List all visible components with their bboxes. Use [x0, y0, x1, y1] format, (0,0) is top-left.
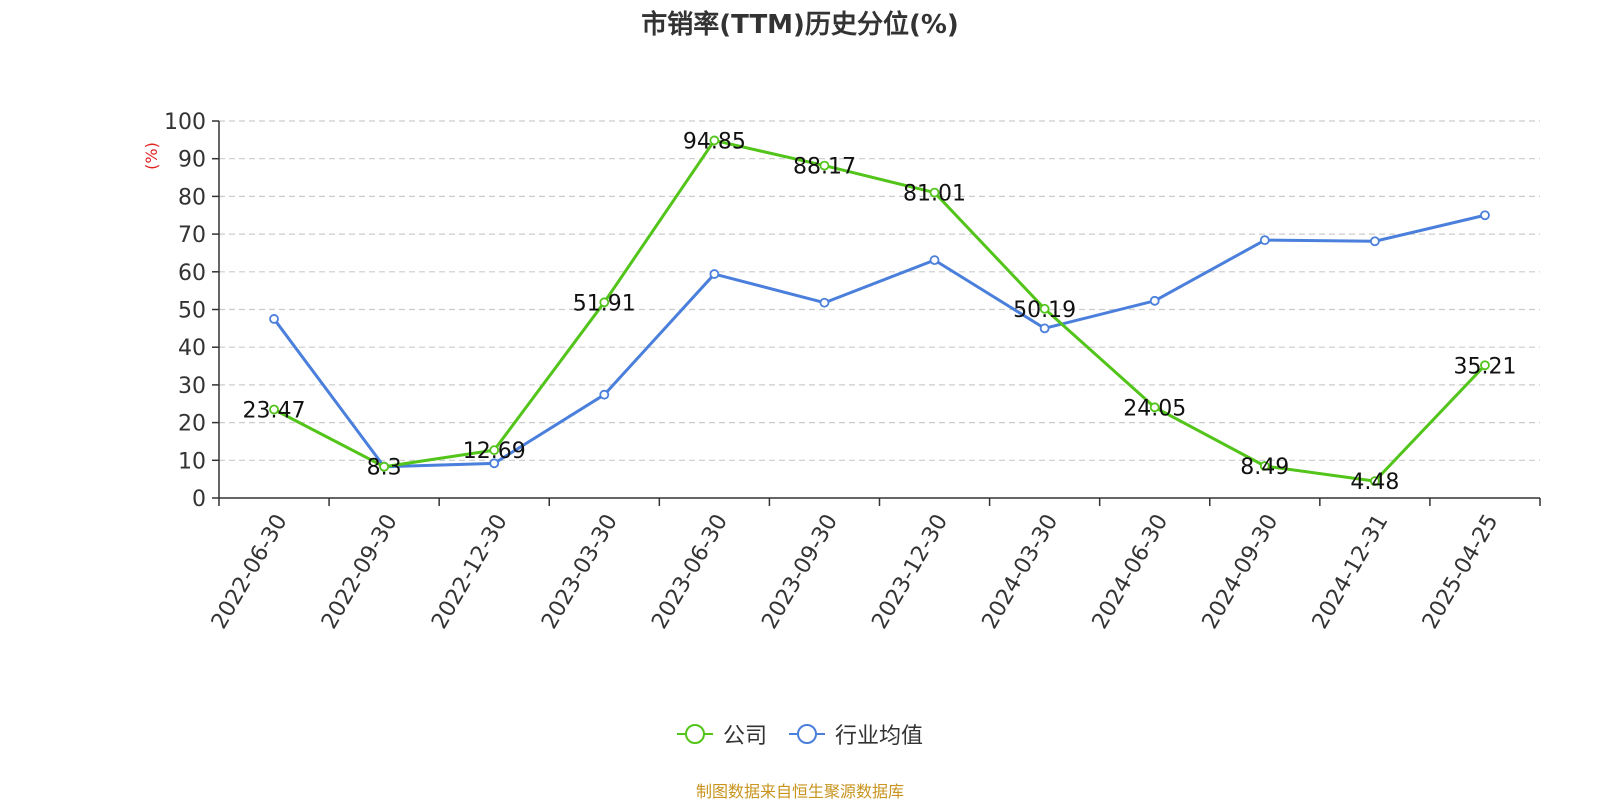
- data-label: 12.69: [463, 439, 526, 464]
- legend: 公司 行业均值: [0, 718, 1600, 750]
- y-tick-label: 30: [178, 374, 206, 399]
- x-tick-label: 2024-12-31: [1308, 510, 1394, 633]
- data-point-1: [929, 255, 940, 266]
- y-tick-label: 60: [178, 261, 206, 286]
- data-label: 8.49: [1240, 455, 1289, 480]
- grid-layer: [219, 120, 1540, 461]
- data-point-1: [1259, 235, 1270, 246]
- data-label: 23.47: [243, 399, 306, 424]
- label-layer: 23.47 8.3 12.69 51.91 94.85 88.17 81.01 50.19 24…: [243, 129, 1517, 495]
- x-tick-label: 2022-09-30: [317, 510, 403, 633]
- source-note: 制图数据来自恒生聚源数据库: [695, 782, 904, 801]
- data-point-0: [1039, 303, 1050, 314]
- series-line-1: [272, 213, 1486, 469]
- data-label: 94.85: [683, 129, 746, 154]
- x-tick-label: 2023-09-30: [757, 510, 843, 633]
- x-tick-label: 2023-12-30: [867, 510, 953, 633]
- data-label: 24.05: [1123, 396, 1186, 421]
- data-point-0: [709, 135, 720, 146]
- data-label: 50.19: [1013, 298, 1076, 323]
- y-tick-label: 20: [178, 412, 206, 437]
- x-tick-label: 2023-03-30: [537, 510, 623, 633]
- y-tick-label: 0: [192, 487, 206, 512]
- data-point-0: [269, 404, 279, 415]
- data-label: 81.01: [903, 182, 966, 207]
- data-point-0: [929, 187, 940, 198]
- y-tick-label: 40: [178, 336, 206, 361]
- y-tick-label: 80: [178, 185, 206, 210]
- data-point-0: [1480, 360, 1490, 371]
- series-layer: [269, 135, 1490, 487]
- x-tick-label: 2024-09-30: [1198, 510, 1284, 633]
- x-tick-label: 2023-06-30: [647, 510, 733, 633]
- x-tick-label: 2025-04-25: [1418, 510, 1504, 633]
- data-point-0: [1149, 402, 1160, 413]
- chart-title: 市销率(TTM)历史分位(%): [641, 10, 959, 40]
- data-point-1: [709, 269, 720, 279]
- data-point-0: [599, 297, 610, 308]
- data-label: 88.17: [793, 155, 856, 180]
- x-tick-label: 2024-06-30: [1088, 510, 1174, 633]
- data-label: 8.3: [367, 456, 402, 481]
- legend-label-industry-average: 行业均值: [835, 724, 924, 749]
- data-point-0: [489, 445, 500, 456]
- x-tick-label: 2022-06-30: [207, 510, 293, 633]
- y-tick-label: 100: [164, 110, 206, 135]
- legend-label-company: 公司: [722, 724, 767, 749]
- y-tick-label: 10: [178, 449, 206, 474]
- data-label: 35.21: [1453, 354, 1516, 379]
- data-point-0: [379, 461, 390, 472]
- data-point-0: [1369, 476, 1380, 487]
- data-point-1: [599, 389, 610, 400]
- x-tick-label: 2022-12-30: [427, 510, 513, 633]
- axis-layer: 0 10 20 30 40 50 60 70 80 90 100 2022-06-30 2022-09-…: [142, 110, 1541, 633]
- data-label: 4.48: [1350, 470, 1399, 495]
- y-tick-label: 50: [178, 299, 206, 324]
- x-tick-label: 2024-03-30: [978, 510, 1064, 633]
- y-tick-label: 90: [178, 148, 206, 173]
- data-point-1: [269, 314, 279, 324]
- data-point-1: [819, 297, 830, 308]
- legend-item-industry-average[interactable]: 行业均值: [789, 718, 923, 750]
- data-point-0: [819, 160, 830, 171]
- series-line-0: [273, 138, 1487, 483]
- data-point-1: [1039, 323, 1050, 334]
- data-point-1: [1149, 295, 1160, 306]
- legend-marker-company: [676, 724, 713, 744]
- y-axis-label: (%): [142, 142, 161, 170]
- y-tick-label: 70: [178, 223, 206, 248]
- legend-item-company[interactable]: 公司: [676, 718, 767, 750]
- data-point-1: [1369, 236, 1380, 247]
- data-point-0: [1259, 461, 1270, 471]
- data-point-1: [1480, 210, 1490, 221]
- data-label: 51.91: [573, 291, 636, 316]
- data-point-1: [489, 458, 500, 469]
- legend-marker-industry-average: [789, 724, 825, 744]
